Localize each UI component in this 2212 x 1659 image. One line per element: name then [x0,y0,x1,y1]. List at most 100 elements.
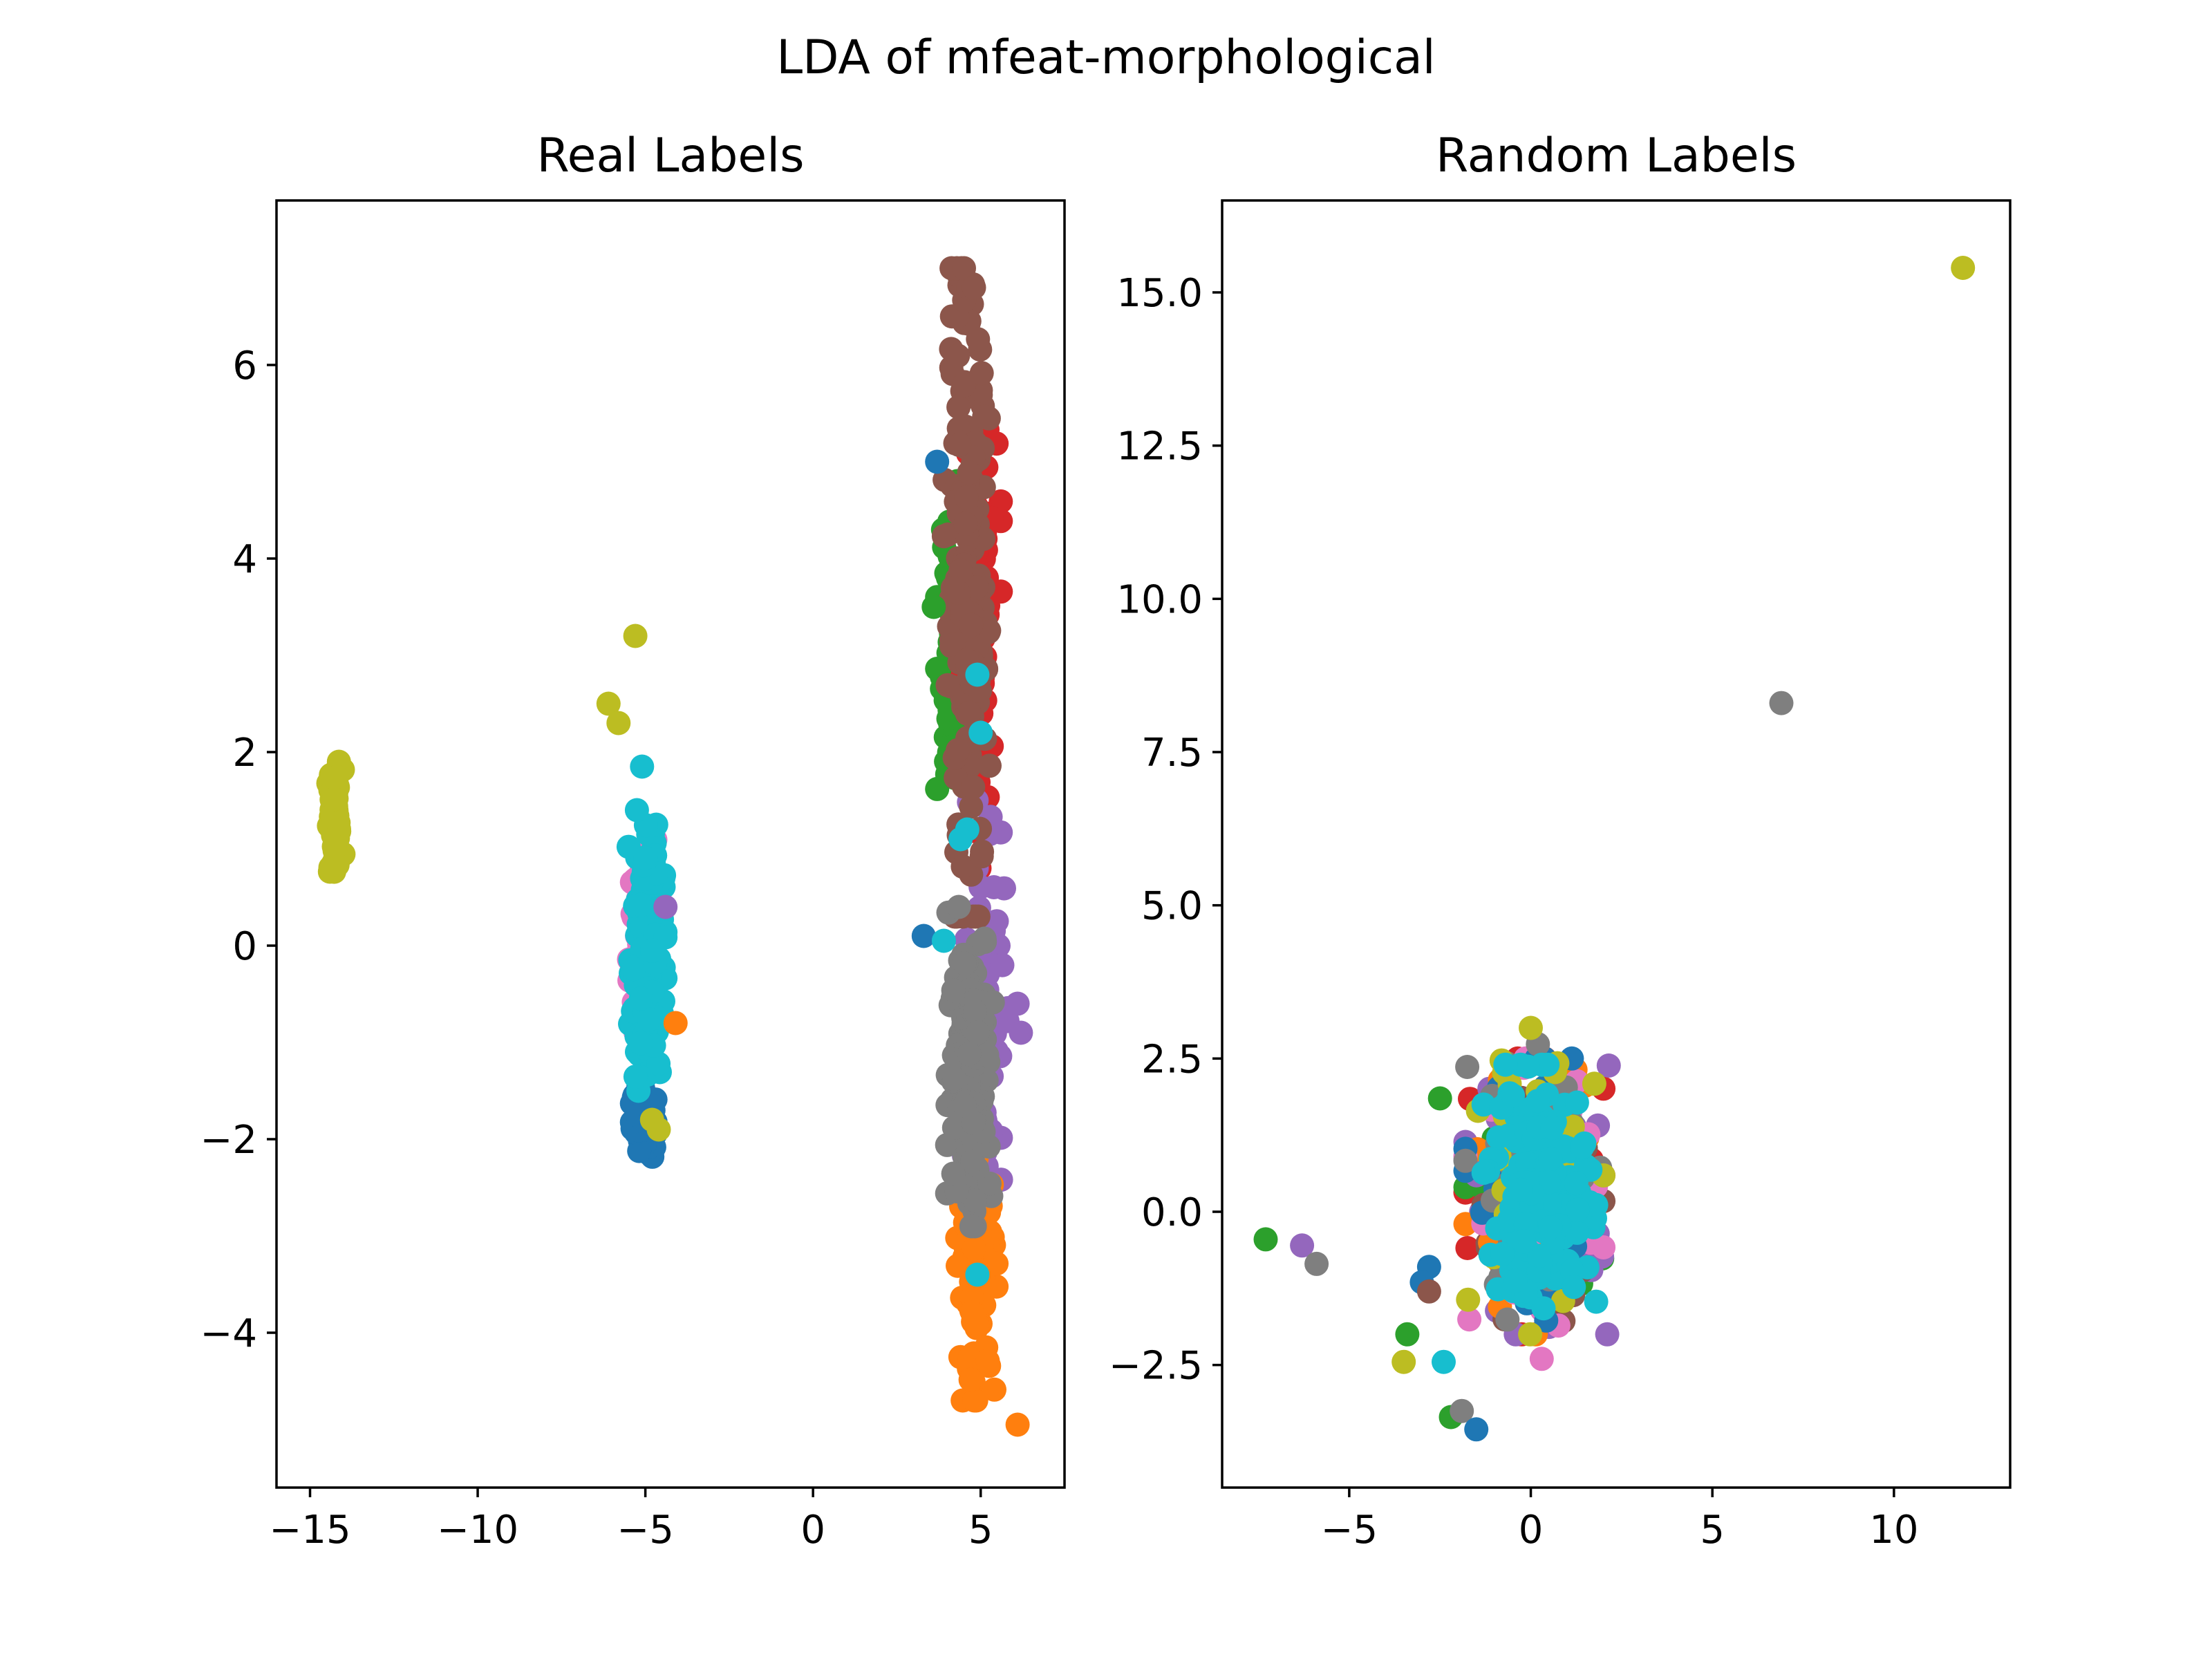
scatter-point [962,1388,986,1413]
y-tick-label: 7.5 [1141,731,1203,776]
scatter-point [962,1236,986,1261]
figure-suptitle: LDA of mfeat-morphological [776,30,1435,85]
scatter-point [1582,1071,1606,1096]
scatter-point [1518,1322,1543,1347]
scatter-point [630,754,655,779]
scatter-point [954,485,979,510]
scatter-point [1455,1236,1480,1260]
scatter-point [957,700,982,725]
scatter-point [948,827,973,852]
scatter-point [969,844,994,869]
scatter-point [969,361,994,386]
scatter-point [957,1346,982,1371]
scatter-point [959,1214,984,1239]
y-tick-label: 15.0 [1116,271,1203,316]
scatter-point [953,1094,977,1118]
scatter-point [1395,1322,1420,1347]
scatter-point [964,575,989,600]
scatter-point [1562,1275,1586,1300]
scatter-point [941,978,966,1003]
scatter-point [1005,1412,1030,1437]
scatter-point [925,449,950,474]
scatter-point [1584,1289,1609,1314]
scatter-point [1527,1244,1552,1268]
scatter-point [965,1262,990,1287]
y-tick-label: 4 [232,537,257,582]
x-tick-label: −5 [617,1508,674,1553]
scatter-point [1416,1279,1441,1304]
scatter-point [653,894,678,919]
scatter-point [968,720,993,745]
random-labels-panel: Random Labels −5 0 5 10 −2.5 0.0 2.5 5.0 7.5 10.0 1… [1109,129,2012,1553]
scatter-point [925,776,950,801]
scatter-point [911,924,936,948]
scatter-point [950,854,975,879]
x-tick-label: −15 [269,1508,350,1553]
scatter-point [935,673,960,697]
scatter-point [596,691,621,716]
scatter-point [931,524,956,549]
scatter-point [646,1051,671,1076]
scatter-point [322,787,346,812]
scatter-point [1253,1227,1278,1252]
scatter-point [1503,1268,1528,1293]
scatter-point [975,1349,1000,1374]
scatter-point [1009,1020,1033,1045]
scatter-point [1456,1287,1481,1312]
scatter-point [663,1011,688,1035]
scatter-point [1537,1191,1562,1216]
scatter-point [1495,1307,1520,1332]
scatter-point [946,894,971,919]
scatter-point [1596,1053,1621,1078]
x-tick-label: −5 [1321,1508,1378,1553]
y-tick-label: −2.5 [1109,1344,1203,1389]
scatter-point [959,1300,984,1324]
scatter-point [1516,1054,1541,1079]
scatter-point [1453,1148,1478,1173]
x-tick-label: 0 [800,1508,825,1553]
random-labels-x-axis: −5 0 5 10 [1321,1488,1919,1553]
scatter-point [623,624,648,648]
scatter-point [946,738,971,762]
scatter-point [1304,1251,1329,1276]
y-tick-label: 0 [232,924,257,969]
scatter-point [1565,1197,1590,1222]
scatter-point [959,1149,984,1174]
scatter-point [957,460,982,485]
scatter-point [606,711,631,735]
scatter-point [1512,1229,1536,1254]
scatter-point [977,753,1002,778]
x-tick-label: 5 [968,1508,993,1553]
scatter-point [1493,1052,1518,1077]
scatter-point [962,275,986,300]
scatter-point [1471,1161,1496,1185]
scatter-point [1540,1116,1565,1141]
scatter-point [637,1007,662,1032]
scatter-point [961,775,986,800]
scatter-point [1537,1170,1562,1194]
scatter-point [1769,691,1794,715]
scatter-point [947,433,971,458]
scatter-point [1490,1241,1515,1266]
scatter-point [931,928,956,953]
y-tick-label: 12.5 [1116,424,1203,469]
scatter-point [1005,991,1030,1016]
scatter-point [1529,1347,1554,1371]
scatter-point [640,938,664,963]
scatter-point [963,1188,988,1213]
scatter-point [941,1161,966,1186]
scatter-point [921,594,946,619]
scatter-point [940,575,965,600]
scatter-point [1584,1192,1609,1217]
scatter-point [1290,1233,1315,1258]
scatter-point [990,953,1015,977]
scatter-point [952,951,977,976]
scatter-point [1951,256,1976,280]
scatter-point [982,875,1006,899]
scatter-point [324,765,349,789]
scatter-point [317,859,342,884]
scatter-point [972,404,997,429]
scatter-point [623,1065,648,1089]
x-tick-label: −10 [437,1508,518,1553]
x-tick-label: 0 [1519,1508,1544,1553]
